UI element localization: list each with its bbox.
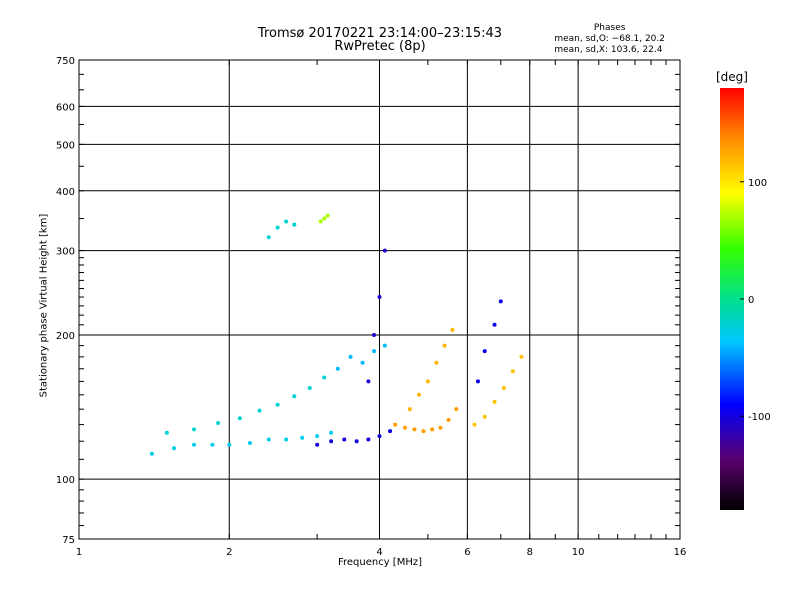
data-point bbox=[149, 451, 154, 456]
data-point bbox=[492, 399, 497, 404]
data-point bbox=[164, 430, 169, 435]
x-tick-label: 2 bbox=[226, 547, 232, 558]
data-point bbox=[266, 437, 271, 442]
phase-stats-heading: Phases bbox=[593, 23, 626, 33]
data-point bbox=[501, 385, 506, 390]
data-point bbox=[510, 369, 515, 374]
data-point bbox=[315, 434, 320, 439]
data-point bbox=[284, 219, 289, 224]
data-point bbox=[315, 442, 320, 447]
data-point bbox=[425, 379, 430, 384]
phase-stats: Phases mean, sd,O: −68.1, 20.2 mean, sd,… bbox=[554, 23, 665, 56]
data-point bbox=[403, 425, 408, 430]
data-point bbox=[393, 422, 398, 427]
data-point bbox=[454, 407, 459, 412]
data-point bbox=[192, 427, 197, 432]
data-point bbox=[366, 379, 371, 384]
data-point bbox=[266, 235, 271, 240]
data-point bbox=[472, 422, 477, 427]
colorbar-tick-label: 0 bbox=[748, 295, 754, 306]
data-point bbox=[335, 366, 340, 371]
data-point bbox=[307, 385, 312, 390]
data-point bbox=[354, 439, 359, 444]
data-point bbox=[372, 332, 377, 337]
data-point bbox=[382, 343, 387, 348]
data-point bbox=[342, 437, 347, 442]
data-point bbox=[325, 213, 330, 218]
data-point bbox=[372, 349, 377, 354]
data-point bbox=[388, 429, 393, 434]
data-point bbox=[498, 299, 503, 304]
phase-stats-x: mean, sd,X: 103.6, 22.4 bbox=[554, 45, 663, 55]
colorbar-unit: [deg] bbox=[716, 70, 748, 84]
data-point bbox=[482, 414, 487, 419]
data-point bbox=[210, 442, 215, 447]
colorbar-tick-label: 100 bbox=[748, 178, 767, 189]
data-points bbox=[149, 213, 524, 456]
data-point bbox=[450, 327, 455, 332]
data-point bbox=[482, 349, 487, 354]
data-point bbox=[275, 225, 280, 230]
y-axis-label: Stationary phase Virtual Height [km] bbox=[38, 213, 50, 398]
x-tick-label: 6 bbox=[464, 547, 470, 558]
data-point bbox=[348, 354, 353, 359]
data-point bbox=[360, 360, 365, 365]
data-point bbox=[421, 429, 426, 434]
data-point bbox=[300, 435, 305, 440]
data-point bbox=[318, 219, 323, 224]
data-point bbox=[412, 427, 417, 432]
data-point bbox=[284, 437, 289, 442]
y-tick-label: 300 bbox=[56, 247, 75, 258]
data-point bbox=[292, 222, 297, 227]
data-point bbox=[430, 427, 435, 432]
axis-ticks: 1 2 4 6 8 10 16 75 100 200 300 400 500 600 750 bbox=[56, 56, 686, 558]
data-point bbox=[492, 322, 497, 327]
y-tick-label: 500 bbox=[56, 140, 75, 151]
data-point bbox=[216, 420, 221, 425]
x-tick-label: 10 bbox=[572, 547, 585, 558]
x-tick-label: 8 bbox=[527, 547, 533, 558]
colorbar-tick-label: -100 bbox=[748, 412, 771, 423]
data-point bbox=[382, 248, 387, 253]
data-point bbox=[519, 354, 524, 359]
data-point bbox=[438, 425, 443, 430]
x-tick-label: 16 bbox=[674, 547, 687, 558]
y-tick-label: 200 bbox=[56, 331, 75, 342]
data-point bbox=[329, 439, 334, 444]
data-point bbox=[275, 402, 280, 407]
data-point bbox=[329, 430, 334, 435]
data-point bbox=[322, 216, 327, 221]
data-point bbox=[475, 379, 480, 384]
data-point bbox=[377, 434, 382, 439]
data-point bbox=[227, 442, 232, 447]
data-point bbox=[377, 295, 382, 300]
grid-lines bbox=[79, 60, 680, 539]
y-tick-label: 75 bbox=[62, 535, 75, 546]
data-point bbox=[171, 446, 176, 451]
colorbar-ticks: 100 0 -100 bbox=[740, 178, 771, 423]
chart-title: Tromsø 20170221 23:14:00–23:15:43 bbox=[257, 26, 503, 41]
data-point bbox=[322, 375, 327, 380]
data-point bbox=[407, 407, 412, 412]
data-point bbox=[247, 440, 252, 445]
y-tick-label: 750 bbox=[56, 56, 75, 67]
data-point bbox=[434, 360, 439, 365]
data-point bbox=[257, 408, 262, 413]
x-tick-label: 1 bbox=[76, 547, 82, 558]
phase-stats-o: mean, sd,O: −68.1, 20.2 bbox=[554, 34, 665, 44]
x-tick-label: 4 bbox=[376, 547, 382, 558]
data-point bbox=[446, 417, 451, 422]
x-axis-label: Frequency [MHz] bbox=[337, 557, 423, 568]
data-point bbox=[192, 442, 197, 447]
data-point bbox=[292, 394, 297, 399]
y-tick-label: 600 bbox=[56, 102, 75, 113]
data-point bbox=[366, 437, 371, 442]
data-point bbox=[237, 416, 242, 421]
data-point bbox=[417, 392, 422, 397]
y-tick-label: 400 bbox=[56, 187, 75, 198]
data-point bbox=[442, 343, 447, 348]
chart-subtitle: RwPretec (8p) bbox=[334, 39, 426, 54]
y-tick-label: 100 bbox=[56, 475, 75, 486]
